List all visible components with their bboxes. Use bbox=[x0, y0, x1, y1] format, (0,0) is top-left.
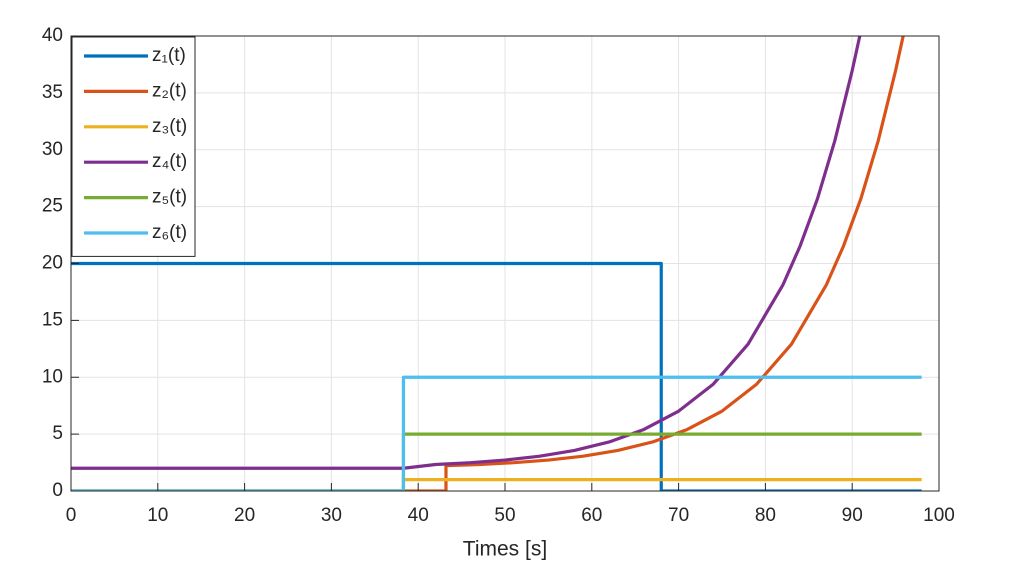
legend-label: z₄(t) bbox=[152, 151, 187, 172]
legend-label: z₂(t) bbox=[152, 80, 187, 101]
x-tick-label: 40 bbox=[408, 505, 429, 526]
series-line bbox=[71, 375, 922, 491]
x-tick-label: 80 bbox=[755, 505, 776, 526]
legend-label: z₅(t) bbox=[152, 187, 187, 208]
legend-label: z₁(t) bbox=[152, 45, 186, 66]
axes-box bbox=[70, 35, 940, 492]
axes: 0 10 20 30 40 50 60 70 80 90 100 0 5 10 15 20 25 30 35 40 bbox=[42, 25, 955, 526]
series-line bbox=[71, 36, 905, 491]
x-tick-label: 10 bbox=[147, 505, 168, 526]
y-tick-label: 25 bbox=[42, 196, 63, 217]
x-axis-label: Times [s] bbox=[463, 538, 547, 561]
legend: z₁(t) z₂(t) z₃(t) z₄(t) z₅(t) z₆(t) bbox=[71, 36, 196, 257]
y-tick-label: 40 bbox=[42, 25, 63, 46]
x-tick-label: 70 bbox=[668, 505, 689, 526]
y-tick-label: 30 bbox=[42, 139, 63, 160]
legend-label: z₃(t) bbox=[152, 116, 187, 137]
legend-label: z₆(t) bbox=[152, 222, 187, 243]
x-tick-label: 100 bbox=[923, 505, 955, 526]
x-tick-label: 60 bbox=[581, 505, 602, 526]
x-tick-label: 20 bbox=[234, 505, 255, 526]
series-line bbox=[71, 36, 862, 470]
x-tick-label: 50 bbox=[494, 505, 515, 526]
y-tick-label: 20 bbox=[42, 253, 63, 274]
x-tick-label: 30 bbox=[321, 505, 342, 526]
legend-box bbox=[71, 36, 196, 257]
y-tick-label: 15 bbox=[42, 309, 63, 330]
y-tick-label: 10 bbox=[42, 366, 63, 387]
x-tick-label: 0 bbox=[66, 505, 77, 526]
y-tick-label: 35 bbox=[42, 82, 63, 103]
plot-area bbox=[71, 36, 922, 491]
x-tick-label: 90 bbox=[842, 505, 863, 526]
y-tick-label: 5 bbox=[52, 423, 63, 444]
y-tick-label: 0 bbox=[52, 480, 63, 501]
